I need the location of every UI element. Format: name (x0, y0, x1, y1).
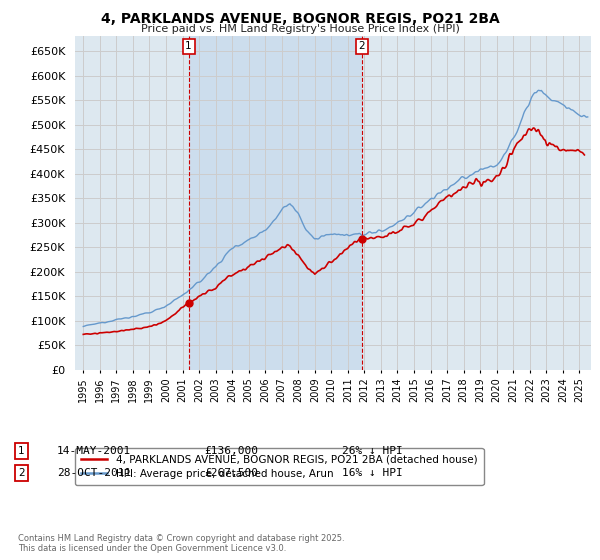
Text: 1: 1 (18, 446, 25, 456)
Text: Price paid vs. HM Land Registry's House Price Index (HPI): Price paid vs. HM Land Registry's House … (140, 24, 460, 34)
Bar (188, 36, 362, 370)
Text: £136,000: £136,000 (204, 446, 258, 456)
Text: 14-MAY-2001: 14-MAY-2001 (57, 446, 131, 456)
Text: 2: 2 (18, 468, 25, 478)
Text: £267,500: £267,500 (204, 468, 258, 478)
Text: 1: 1 (185, 41, 192, 52)
Text: 28-OCT-2011: 28-OCT-2011 (57, 468, 131, 478)
Text: 16% ↓ HPI: 16% ↓ HPI (342, 468, 403, 478)
Text: 26% ↓ HPI: 26% ↓ HPI (342, 446, 403, 456)
Text: 4, PARKLANDS AVENUE, BOGNOR REGIS, PO21 2BA: 4, PARKLANDS AVENUE, BOGNOR REGIS, PO21 … (101, 12, 499, 26)
Text: Contains HM Land Registry data © Crown copyright and database right 2025.
This d: Contains HM Land Registry data © Crown c… (18, 534, 344, 553)
Legend: 4, PARKLANDS AVENUE, BOGNOR REGIS, PO21 2BA (detached house), HPI: Average price: 4, PARKLANDS AVENUE, BOGNOR REGIS, PO21 … (75, 448, 484, 485)
Text: 2: 2 (358, 41, 365, 52)
